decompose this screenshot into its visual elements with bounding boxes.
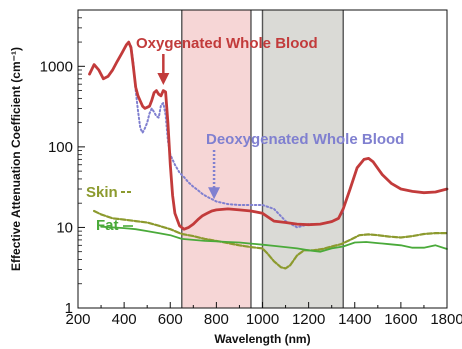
annotation-oxygenated-blood: Oxygenated Whole Blood (136, 35, 318, 52)
annotation-fat: Fat (96, 217, 119, 234)
annotations: Oxygenated Whole Blood Deoxygenated Whol… (86, 35, 404, 234)
arrow-oxygenated-head (157, 73, 170, 86)
x-tick-label-1000: 1000 (246, 311, 279, 328)
annotation-deoxygenated-blood: Deoxygenated Whole Blood (206, 131, 404, 148)
annotation-arrows (121, 54, 221, 227)
x-tick-label-800: 800 (204, 311, 229, 328)
shaded-region-1 (262, 10, 344, 308)
y-tick-label-100: 100 (48, 139, 73, 156)
shaded-region-0 (181, 10, 251, 308)
x-tick-label-600: 600 (158, 311, 183, 328)
y-tick-label-1: 1 (65, 300, 73, 317)
x-tick-label-1200: 1200 (292, 311, 325, 328)
x-axis-label: Wavelength (nm) (214, 332, 310, 346)
y-axis-label: Effective Attenuation Coefficient (cm⁻¹) (9, 47, 23, 271)
series-line-fat (100, 225, 448, 253)
x-tick-label-1800: 1800 (430, 311, 462, 328)
x-tick-label-400: 400 (112, 311, 137, 328)
shaded-regions (181, 10, 344, 308)
x-tick-label-1400: 1400 (338, 311, 371, 328)
series-lines (88, 40, 449, 270)
x-tick-label-200: 200 (65, 311, 90, 328)
y-tick-label-1000: 1000 (40, 58, 73, 75)
arrow-deoxygenated-head (208, 187, 221, 200)
series-line-skin (93, 209, 449, 270)
series-line-oxygenated-whole-blood (88, 40, 449, 231)
series-line-deoxygenated-whole-blood (127, 41, 345, 229)
axis-ticks: 200 400 600 800 1000 1200 1400 1600 1800 1 10 100 10… (40, 9, 462, 328)
x-tick-label-1600: 1600 (384, 311, 417, 328)
annotation-skin: Skin (86, 184, 118, 201)
y-tick-label-10: 10 (56, 219, 73, 236)
